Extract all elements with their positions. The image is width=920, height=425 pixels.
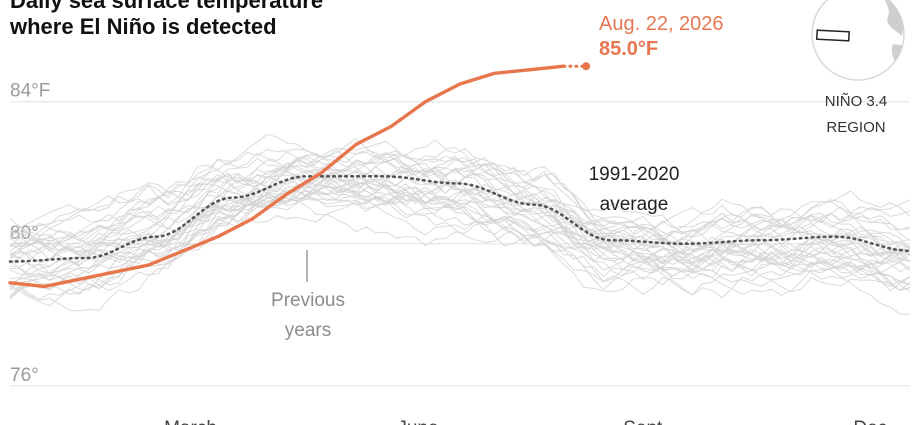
previous-year-line-18	[9, 166, 911, 292]
average-label-1: 1991-2020	[589, 164, 680, 185]
previous-year-line-25	[9, 188, 911, 312]
previous-year-line-26	[9, 160, 911, 280]
previous-year-line-16	[9, 133, 911, 266]
previous-years-lines	[9, 133, 911, 315]
average-label-2: average	[600, 194, 669, 215]
region-label-1: NIÑO 3.4	[825, 93, 888, 110]
current-year-line	[8, 64, 566, 289]
average-line	[8, 175, 912, 263]
region-label-2: REGION	[826, 119, 885, 136]
x-tick-label-2: Sept.	[623, 418, 667, 425]
previous-year-line-31	[9, 183, 911, 254]
previous-year-line-12	[9, 170, 911, 286]
x-tick-label-3: Dec.	[853, 418, 892, 425]
previous-year-line-30	[9, 170, 911, 265]
x-tick-label-1: June	[397, 418, 438, 425]
previous-year-line-32	[9, 190, 911, 300]
previous-year-line-23	[9, 154, 911, 275]
latest-value-label: 85.0°F	[599, 38, 658, 60]
nino-locator-map: NIÑO 3.4 REGION	[811, 0, 905, 136]
previous-year-line-0	[9, 184, 911, 281]
nino-region-box	[815, 29, 850, 42]
y-tick-label-2: 76°	[10, 365, 39, 386]
y-tick-label-0: 84°F	[10, 81, 50, 102]
globe-circle	[811, 0, 905, 81]
y-axis-labels: 84°F80°76°	[10, 81, 50, 386]
chart-title-line-1: Daily sea surface temperature	[10, 0, 324, 13]
previous-year-line-19	[9, 183, 911, 291]
previous-years-label-1: Previous	[271, 290, 345, 311]
previous-year-line-11	[9, 139, 911, 292]
x-axis-labels: March June Sept. Dec.	[164, 418, 892, 425]
current-year-line-group	[8, 62, 591, 289]
average-line-group	[8, 175, 912, 263]
previous-year-line-27	[9, 149, 911, 246]
latest-point	[582, 62, 591, 71]
chart-title-line-2: where El Niño is detected	[10, 14, 277, 39]
latest-date-label: Aug. 22, 2026	[599, 13, 724, 35]
previous-year-line-24	[9, 154, 911, 264]
x-tick-label-0: March	[164, 418, 217, 425]
previous-year-line-33	[9, 148, 911, 248]
previous-year-line-28	[9, 157, 911, 255]
previous-years-label-2: years	[285, 320, 331, 341]
